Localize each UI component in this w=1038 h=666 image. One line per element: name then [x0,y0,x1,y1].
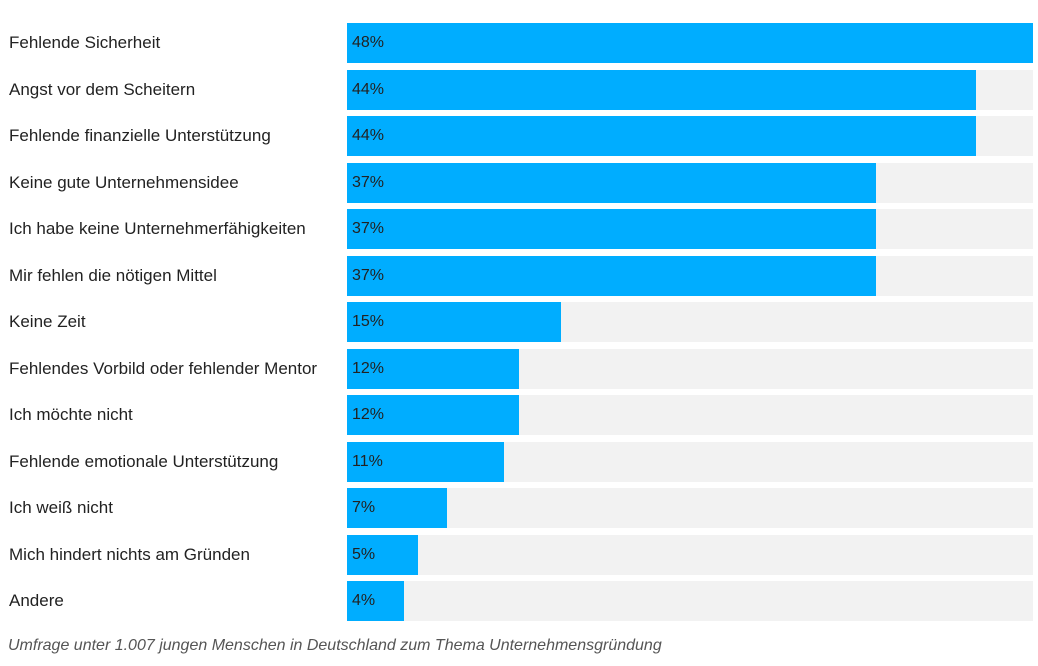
value-label: 37% [352,266,385,284]
bar [347,488,447,528]
chart-row: Andere 4% [0,581,1038,621]
category-label: Ich habe keine Unternehmerfähigkeiten [9,219,306,238]
bar [347,581,404,621]
bar [347,116,976,156]
bar-track: 44% [347,116,1033,156]
chart-row: Fehlende Sicherheit 48% [0,23,1038,63]
bar-track: 7% [347,488,1033,528]
value-label: 7% [352,499,376,516]
bar-track: 12% [347,348,1033,389]
category-label: Fehlende Sicherheit [9,33,161,52]
bar [347,209,876,249]
category-label: Angst vor dem Scheitern [9,79,196,99]
value-label: 11% [352,452,383,470]
value-label: 15% [352,313,385,330]
value-label: 12% [352,359,385,377]
chart-row: Keine gute Unternehmensidee 37% [0,162,1038,203]
bar [347,441,504,482]
category-label: Andere [9,591,64,610]
category-label: Ich weiß nicht [9,498,113,517]
category-label: Fehlendes Vorbild oder fehlender Mentor [9,358,318,378]
category-label: Mich hindert nichts am Gründen [9,544,250,564]
category-label: Fehlende emotionale Unterstützung [9,451,279,471]
bar-chart: Fehlende Sicherheit 48% Angst vor dem Sche… [0,23,1038,621]
value-label: 44% [352,80,385,98]
chart-row: Fehlendes Vorbild oder fehlender Mentor 1… [0,348,1038,389]
bar-track: 37% [347,162,1033,203]
value-label: 48% [352,34,385,51]
bar [347,69,976,110]
value-label: 44% [352,127,385,144]
category-label: Ich möchte nicht [9,405,133,424]
category-label: Mir fehlen die nötigen Mittel [9,265,217,285]
bar [347,534,418,575]
value-label: 37% [352,220,385,237]
chart-row: Ich weiß nicht 7% [0,488,1038,528]
bar [347,162,876,203]
bar-track: 11% [347,441,1033,482]
bar-track: 5% [347,534,1033,575]
chart-row: Mich hindert nichts am Gründen 5% [0,534,1038,575]
bar [347,255,876,296]
category-label: Fehlende finanzielle Unterstützung [9,126,271,145]
value-label: 5% [352,545,376,563]
bar [347,23,1033,63]
bar-track: 4% [347,581,1033,621]
bar-track: 44% [347,69,1033,110]
bar-track: 12% [347,395,1033,435]
chart-row: Ich möchte nicht 12% [0,395,1038,435]
chart-row: Mir fehlen die nötigen Mittel 37% [0,255,1038,296]
bar-track: 48% [347,23,1033,63]
chart-caption: Umfrage unter 1.007 jungen Menschen in D… [8,637,662,654]
value-label: 4% [352,592,376,609]
bar [347,348,519,389]
chart-row: Angst vor dem Scheitern 44% [0,69,1038,110]
value-label: 37% [352,173,385,191]
category-label: Keine gute Unternehmensidee [9,172,239,192]
bar [347,395,519,435]
value-label: 12% [352,406,385,423]
chart-row: Fehlende finanzielle Unterstützung 44% [0,116,1038,156]
bar [347,302,561,342]
bar-track: 37% [347,255,1033,296]
chart-row: Ich habe keine Unternehmerfähigkeiten 37% [0,209,1038,249]
chart-row: Keine Zeit 15% [0,302,1038,342]
chart-row: Fehlende emotionale Unterstützung 11% [0,441,1038,482]
bar-track: 37% [347,209,1033,249]
bar-track: 15% [347,302,1033,342]
category-label: Keine Zeit [9,312,86,331]
